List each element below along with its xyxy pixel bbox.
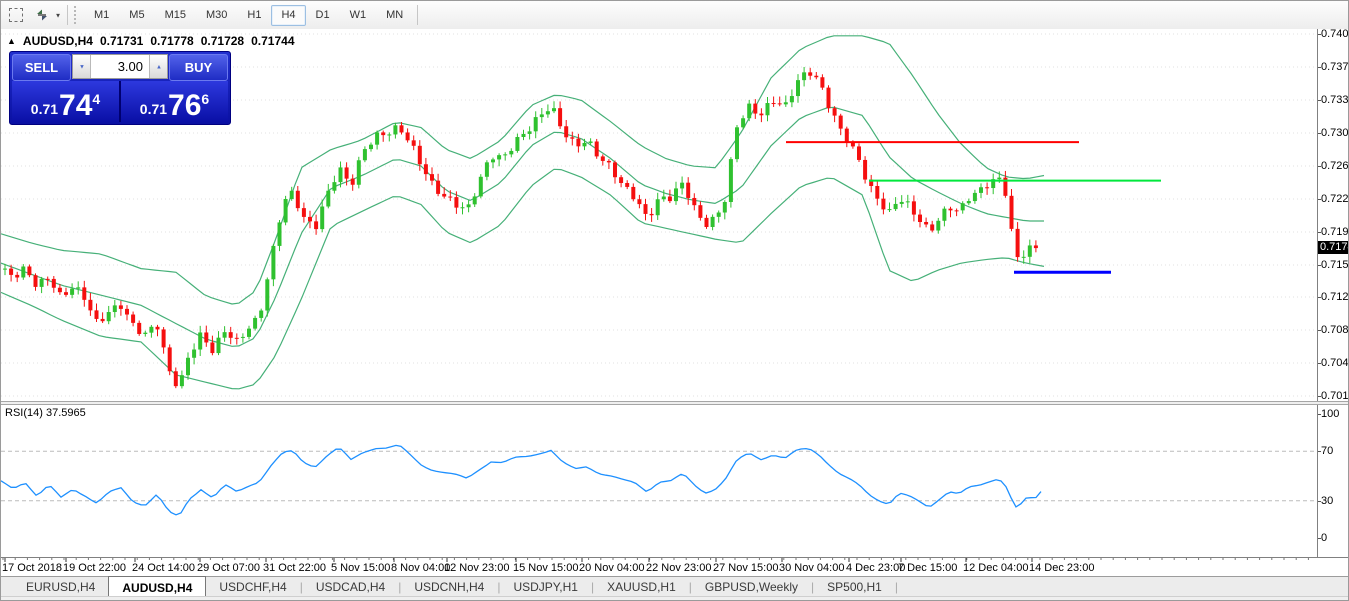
toolbar-separator [67, 5, 68, 25]
buy-price-base: 0.71 [140, 101, 167, 117]
time-axis-label: 17 Oct 2018 [2, 562, 62, 574]
chart-tab-eurusd-h4[interactable]: EURUSD,H4 [13, 577, 108, 596]
volume-increase-button[interactable]: ▲ [149, 55, 167, 78]
volume-spinner: ▼ ▲ [72, 54, 168, 79]
rsi-label: RSI(14) 37.5965 [5, 407, 86, 419]
rsi-axis-label: 0 [1321, 532, 1327, 544]
ohlc-open: 0.71731 [100, 34, 143, 48]
one-click-panel-toggle-icon[interactable]: ▲ [7, 36, 16, 46]
time-axis[interactable]: 17 Oct 201819 Oct 22:00 24 Oct 14:0029 Oc… [1, 557, 1348, 576]
timeframe-button-m30[interactable]: M30 [196, 5, 237, 26]
time-axis-label: 19 Oct 22:00 [63, 562, 126, 574]
price-axis-label: 0.70490 [1321, 357, 1349, 369]
buy-price[interactable]: 0.71 76 6 [121, 81, 228, 122]
rsi-indicator-name: RSI(14) [5, 407, 43, 419]
mt4-window: ▼ M1M5M15M30H1H4D1W1MN ▲ AUDUSD,H4 0.717… [0, 0, 1349, 601]
time-axis-label: 31 Oct 22:00 [263, 562, 326, 574]
time-axis-label: 29 Oct 07:00 [197, 562, 260, 574]
chart-tab-xauusd-h1[interactable]: XAUUSD,H1 [594, 577, 689, 596]
one-click-trading-panel: SELL ▼ ▲ BUY 0.71 74 4 0.71 76 6 [9, 51, 231, 125]
time-axis-label: 14 Dec 23:00 [1029, 562, 1094, 574]
price-axis-label: 0.72640 [1321, 160, 1349, 172]
time-axis-label: 5 Nov 15:00 [331, 562, 390, 574]
sell-price[interactable]: 0.71 74 4 [12, 81, 121, 122]
tab-separator: | [895, 577, 898, 596]
arrange-charts-button[interactable] [31, 4, 53, 26]
price-axis-label: 0.74080 [1321, 28, 1349, 40]
time-axis-label: 20 Nov 04:00 [579, 562, 644, 574]
status-bar [1, 596, 1348, 601]
buy-price-pip: 6 [201, 91, 209, 107]
rsi-axis[interactable]: 100 70 30 0 [1317, 405, 1349, 557]
swap-arrows-icon [35, 8, 49, 22]
rsi-indicator-value: 37.5965 [46, 407, 86, 419]
price-axis-label: 0.71920 [1321, 226, 1349, 238]
timeframe-button-w1[interactable]: W1 [340, 5, 377, 26]
volume-input[interactable] [91, 55, 149, 78]
chart-tab-gbpusd-weekly[interactable]: GBPUSD,Weekly [692, 577, 811, 596]
buy-price-big: 76 [168, 93, 201, 119]
time-axis-label: 15 Nov 15:00 [513, 562, 578, 574]
time-axis-label: 24 Oct 14:00 [132, 562, 195, 574]
rsi-axis-label: 70 [1321, 445, 1333, 457]
time-axis-label: 22 Nov 23:00 [646, 562, 711, 574]
timeframe-button-m5[interactable]: M5 [119, 5, 154, 26]
time-axis-label: 4 Dec 23:00 [846, 562, 905, 574]
chart-tab-usdcad-h4[interactable]: USDCAD,H4 [303, 577, 398, 596]
timeframe-button-m1[interactable]: M1 [84, 5, 119, 26]
rsi-axis-label: 30 [1321, 495, 1333, 507]
price-axis-label: 0.73720 [1321, 61, 1349, 73]
chart-tab-usdchf-h4[interactable]: USDCHF,H4 [206, 577, 299, 596]
rsi-pane[interactable] [1, 405, 1317, 557]
rsi-axis-label: 100 [1321, 408, 1339, 420]
ohlc-low: 0.71728 [201, 34, 244, 48]
time-axis-label: 27 Nov 15:00 [713, 562, 778, 574]
price-axis-label: 0.71210 [1321, 291, 1349, 303]
sell-price-big: 74 [59, 93, 92, 119]
spinner-down-icon: ▼ [79, 63, 85, 70]
price-axis-label: 0.72280 [1321, 193, 1349, 205]
price-axis-label: 0.71560 [1321, 259, 1349, 271]
spinner-up-icon: ▲ [156, 63, 162, 70]
chart-title: ▲ AUDUSD,H4 0.71731 0.71778 0.71728 0.71… [7, 34, 295, 48]
timeframe-button-mn[interactable]: MN [376, 5, 413, 26]
toolbar-dropdown-caret-icon[interactable]: ▼ [54, 11, 62, 18]
selection-box-icon [9, 8, 23, 22]
timeframe-button-d1[interactable]: D1 [306, 5, 340, 26]
chart-tab-usdjpy-h1[interactable]: USDJPY,H1 [500, 577, 590, 596]
timeframe-group: M1M5M15M30H1H4D1W1MN [84, 5, 413, 26]
sell-price-base: 0.71 [31, 101, 58, 117]
time-axis-label: 12 Nov 23:00 [444, 562, 509, 574]
chart-symbol-label: AUDUSD,H4 [23, 34, 93, 48]
sell-price-pip: 4 [92, 91, 100, 107]
timeframe-button-h1[interactable]: H1 [237, 5, 271, 26]
toolbar-drag-handle[interactable] [74, 6, 80, 24]
time-axis-label: 8 Nov 04:00 [391, 562, 450, 574]
sell-button[interactable]: SELL [12, 54, 71, 81]
ohlc-close: 0.71744 [251, 34, 294, 48]
chart-tabs-bar: EURUSD,H4AUDUSD,H4USDCHF,H4|USDCAD,H4|US… [1, 576, 1348, 596]
selection-box-button[interactable] [5, 4, 27, 26]
volume-decrease-button[interactable]: ▼ [73, 55, 91, 78]
time-axis-label: 7 Dec 15:00 [898, 562, 957, 574]
time-axis-label: 12 Dec 04:00 [963, 562, 1028, 574]
price-axis[interactable]: 0.74080 0.73720 0.73360 0.73000 0.72640 0.722… [1317, 29, 1349, 401]
toolbar-separator [417, 5, 418, 25]
toolbar: ▼ M1M5M15M30H1H4D1W1MN [1, 1, 1348, 30]
chart-tab-sp500-h1[interactable]: SP500,H1 [814, 577, 895, 596]
timeframe-button-m15[interactable]: M15 [155, 5, 196, 26]
chart-tab-usdcnh-h4[interactable]: USDCNH,H4 [401, 577, 497, 596]
buy-button[interactable]: BUY [169, 54, 228, 81]
current-price-tag: 0.71744 [1318, 241, 1349, 254]
chart-tab-audusd-h4[interactable]: AUDUSD,H4 [108, 576, 206, 596]
price-axis-label: 0.70850 [1321, 324, 1349, 336]
time-axis-label: 30 Nov 04:00 [779, 562, 844, 574]
price-axis-label: 0.73000 [1321, 127, 1349, 139]
ohlc-high: 0.71778 [150, 34, 193, 48]
price-axis-label: 0.73360 [1321, 94, 1349, 106]
timeframe-button-h4[interactable]: H4 [271, 5, 305, 26]
